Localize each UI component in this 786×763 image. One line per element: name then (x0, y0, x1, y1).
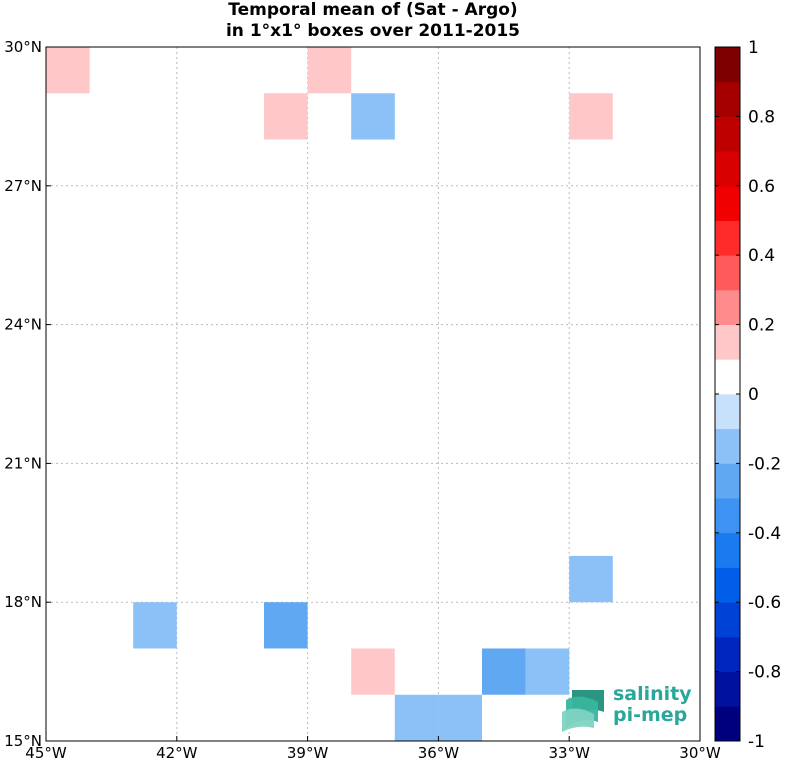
x-tick-label: 39°W (287, 744, 329, 762)
colorbar-segment (715, 498, 740, 534)
logo-text-pimep: pi-mep (613, 704, 688, 726)
y-tick-label: 18°N (4, 593, 42, 611)
colorbar-segment (715, 706, 740, 742)
y-axis: 15°N 18°N 21°N 24°N 27°N 30°N (4, 38, 51, 750)
y-tick-label: 21°N (4, 454, 42, 472)
heatmap-cell (482, 648, 526, 695)
colorbar-segment (715, 185, 740, 221)
colorbar-segment (715, 567, 740, 603)
colorbar-tick-label: -0.4 (748, 524, 781, 544)
x-tick-label: 45°W (25, 744, 67, 762)
heatmap-cell (394, 694, 439, 741)
chart-title-line-1: Temporal mean of (Sat - Argo) (228, 0, 518, 20)
heatmap-cell (569, 93, 613, 140)
y-tick-label: 30°N (4, 38, 42, 56)
colorbar-segment (715, 636, 740, 672)
heatmap-cell (525, 648, 570, 695)
salinity-pimep-logo-icon (562, 690, 604, 732)
colorbar-tick-label: 0.4 (748, 246, 775, 266)
colorbar-tick-label: -1 (748, 732, 765, 752)
colorbar-tick-label: 1 (748, 38, 759, 58)
heatmap-cell (264, 93, 308, 140)
colorbar-segment (715, 289, 740, 325)
colorbar-segment (715, 532, 740, 568)
logo-wave-shape (562, 708, 594, 732)
colorbar-segment (715, 602, 740, 638)
heatmap-cell (351, 648, 395, 695)
chart-title-line-2: in 1°x1° boxes over 2011-2015 (225, 21, 521, 41)
x-tick-label: 33°W (548, 744, 590, 762)
colorbar-segment (715, 359, 740, 395)
colorbar-segment (715, 116, 740, 152)
heatmap-cell (307, 47, 352, 94)
colorbar-tick-label: 0.6 (748, 177, 775, 197)
colorbar-segment (715, 81, 740, 117)
heatmap-cell (438, 694, 482, 741)
colorbar-segment (715, 394, 740, 430)
colorbar-segment (715, 463, 740, 499)
colorbar-tick-label: -0.2 (748, 454, 781, 474)
heatmap-cell (351, 93, 395, 140)
x-tick-label: 42°W (156, 744, 198, 762)
logo-text-salinity: salinity (613, 683, 692, 705)
cells-layer (46, 47, 613, 741)
colorbar-segment (715, 151, 740, 187)
plot-frame (45, 46, 701, 742)
heatmap-cell (46, 47, 90, 94)
heatmap-cell (264, 602, 308, 649)
y-tick-label: 27°N (4, 177, 42, 195)
heatmap-cell (133, 602, 177, 649)
colorbar-segment (715, 255, 740, 291)
colorbar-tick-label: -0.8 (748, 663, 781, 683)
colorbar-tick-label: 0.2 (748, 316, 775, 336)
colorbar-tick-label: 0.8 (748, 107, 775, 127)
x-tick-label: 30°W (679, 744, 721, 762)
colorbar-segment (715, 47, 740, 83)
colorbar-segment (715, 671, 740, 707)
x-axis: 45°W 42°W 39°W 36°W 33°W 30°W (25, 736, 721, 762)
colorbar: -1 -0.8 -0.6 -0.4 -0.2 0 0.2 0.4 0.6 0.8 1 (714, 38, 781, 752)
x-tick-label: 36°W (418, 744, 460, 762)
colorbar-segment (715, 220, 740, 256)
y-tick-label: 15°N (4, 732, 42, 750)
colorbar-segment (715, 324, 740, 360)
y-tick-label: 24°N (4, 316, 42, 334)
heatmap-cell (569, 555, 613, 603)
colorbar-tick-label: 0 (748, 385, 759, 405)
colorbar-segment (715, 428, 740, 464)
colorbar-tick-label: -0.6 (748, 593, 781, 613)
